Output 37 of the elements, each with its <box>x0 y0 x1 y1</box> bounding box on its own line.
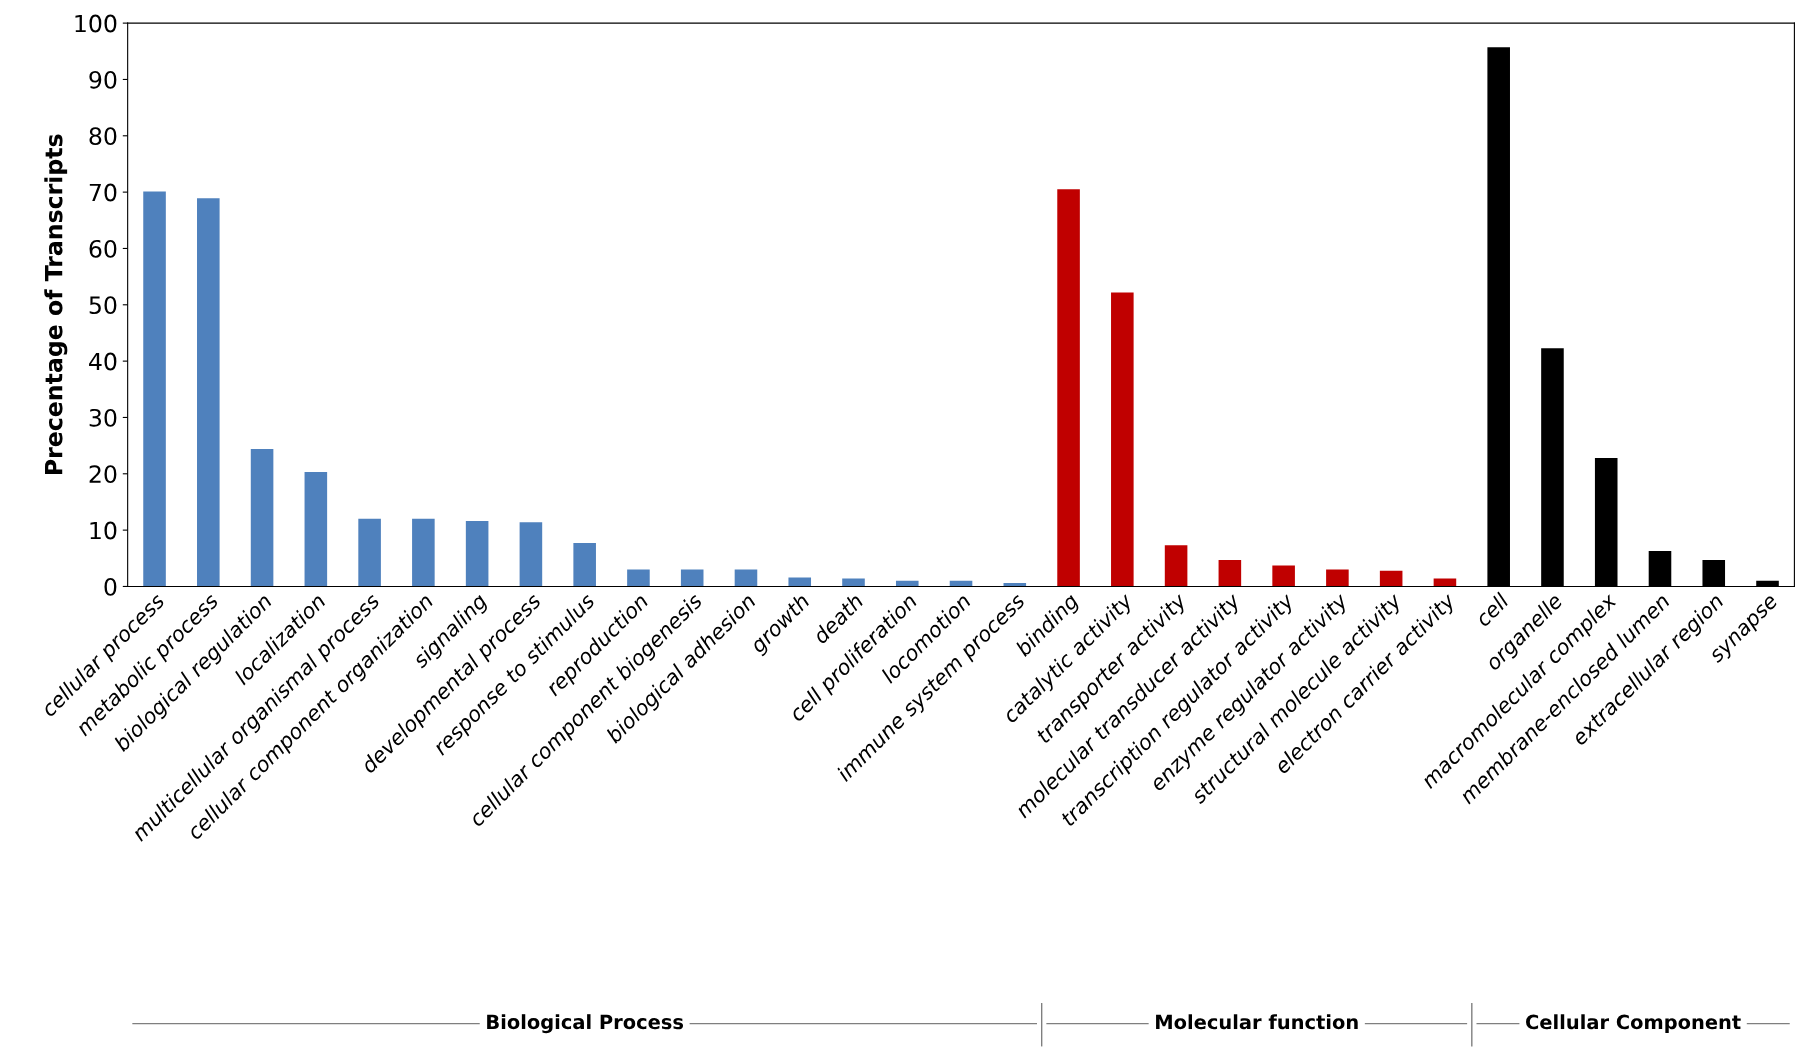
bar <box>788 577 812 587</box>
bar <box>1111 292 1134 587</box>
bar <box>1379 570 1403 587</box>
y-tick-label: 60 <box>89 239 117 258</box>
text: Molecular function <box>1156 1014 1358 1030</box>
bar <box>1057 189 1080 587</box>
bar <box>412 518 435 587</box>
y-tick-label: 50 <box>89 296 117 315</box>
bar <box>250 449 274 587</box>
y-tick-label: 70 <box>89 183 117 202</box>
y-tick-label: 0 <box>104 577 117 596</box>
y-tick-label: 40 <box>89 352 117 371</box>
text: Biological Process <box>487 1014 684 1034</box>
y-tick-label: 30 <box>89 408 117 427</box>
bar <box>680 569 704 587</box>
bar <box>304 472 328 587</box>
y-tick-label: 100 <box>75 14 117 33</box>
y-tick-label: 20 <box>89 465 117 484</box>
y-tick-label: 80 <box>89 127 117 146</box>
bar <box>895 580 919 587</box>
bar <box>627 569 650 587</box>
y-tick-label: 90 <box>89 70 117 89</box>
bar <box>143 191 166 587</box>
bar <box>1326 569 1349 587</box>
bar <box>734 569 758 587</box>
bar <box>1218 559 1242 587</box>
bar <box>842 578 865 587</box>
bar <box>573 543 596 587</box>
bar <box>465 521 489 587</box>
y-tick-label: 10 <box>90 521 117 540</box>
bar <box>519 522 543 587</box>
bar <box>358 518 381 587</box>
bar <box>1272 565 1295 587</box>
bar <box>1164 545 1188 587</box>
y-axis-title: Precentage of Transcripts <box>44 134 68 475</box>
bar <box>197 198 220 587</box>
text: Cellular Component <box>1526 1014 1741 1034</box>
